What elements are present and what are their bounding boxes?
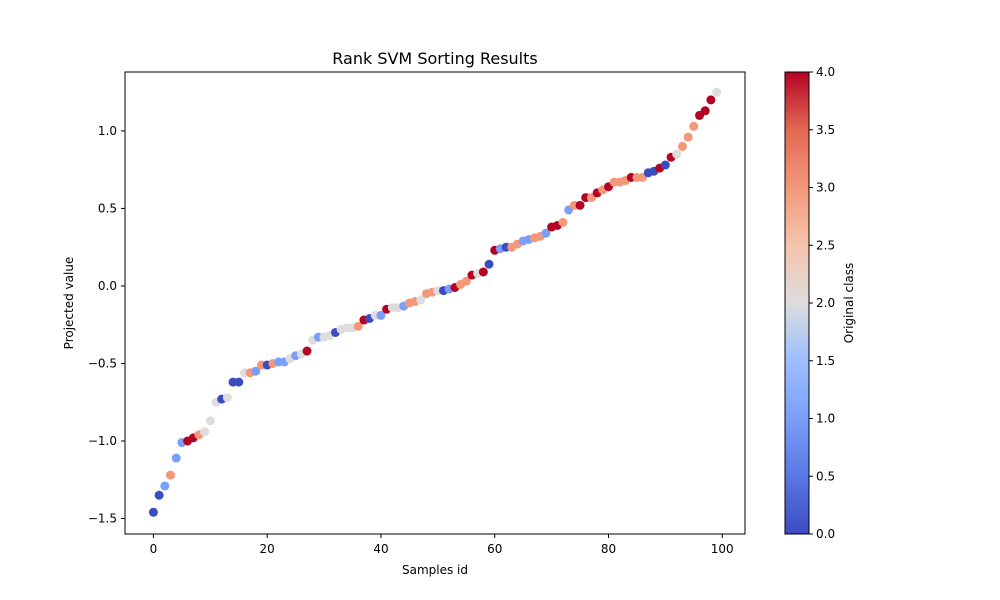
x-tick-label: 80 [601,542,616,556]
data-point [200,427,210,437]
data-point [706,95,716,105]
colorbar-tick-label: 3.5 [816,123,835,137]
data-point [376,310,386,320]
data-point [689,121,699,131]
colorbar-tick-label: 1.0 [816,412,835,426]
colorbar-label: Original class [842,263,856,344]
data-point [251,366,261,376]
y-tick-label: −1.0 [88,434,117,448]
data-point [353,321,363,331]
x-axis-ticks: 0 20 40 60 80 100 [150,534,734,556]
colorbar-tick-label: 0.5 [816,469,835,483]
y-tick-label: 0.5 [98,201,117,215]
plot-frame [124,71,746,535]
data-point [154,490,164,500]
data-point [683,132,693,142]
y-tick-label: −0.5 [88,356,117,370]
data-point [700,106,710,116]
data-point [416,295,426,305]
data-point [558,217,568,227]
data-point [171,453,181,463]
data-point [205,416,215,426]
data-point [575,200,585,210]
data-point [660,160,670,170]
colorbar-tick-label: 1.5 [816,354,835,368]
data-points [148,87,722,517]
colorbar-ticks: 0.0 0.5 1.0 1.5 2.0 2.5 3.0 3.5 4.0 [809,65,835,541]
data-point [541,228,551,238]
x-tick-label: 60 [487,542,502,556]
colorbar-gradient [785,72,809,534]
data-point [461,276,471,286]
y-tick-label: 1.0 [98,124,117,138]
y-axis-ticks: −1.5 −1.0 −0.5 0.0 0.5 1.0 [88,124,125,525]
data-point [148,507,158,517]
data-point [478,267,488,277]
data-point [677,141,687,151]
data-point [234,377,244,387]
data-point [222,393,232,403]
data-point [484,259,494,269]
colorbar-tick-label: 2.5 [816,238,835,252]
y-axis-label: Projected value [62,257,76,350]
y-tick-label: −1.5 [88,511,117,525]
data-point [160,481,170,491]
plot-area [124,71,746,535]
x-tick-label: 100 [711,542,734,556]
x-tick-label: 20 [260,542,275,556]
data-point [712,87,722,97]
x-tick-label: 0 [150,542,158,556]
x-tick-label: 40 [373,542,388,556]
colorbar: 0.0 0.5 1.0 1.5 2.0 2.5 3.0 3.5 4.0 Original cla… [784,65,856,541]
data-point [302,346,312,356]
y-tick-label: 0.0 [98,279,117,293]
data-point [672,149,682,159]
colorbar-tick-label: 4.0 [816,65,835,79]
colorbar-tick-label: 3.0 [816,181,835,195]
colorbar-tick-label: 0.0 [816,527,835,541]
data-point [166,470,175,480]
x-axis-label: Samples id [402,563,468,577]
chart-title: Rank SVM Sorting Results [332,49,537,68]
colorbar-tick-label: 2.0 [816,296,835,310]
